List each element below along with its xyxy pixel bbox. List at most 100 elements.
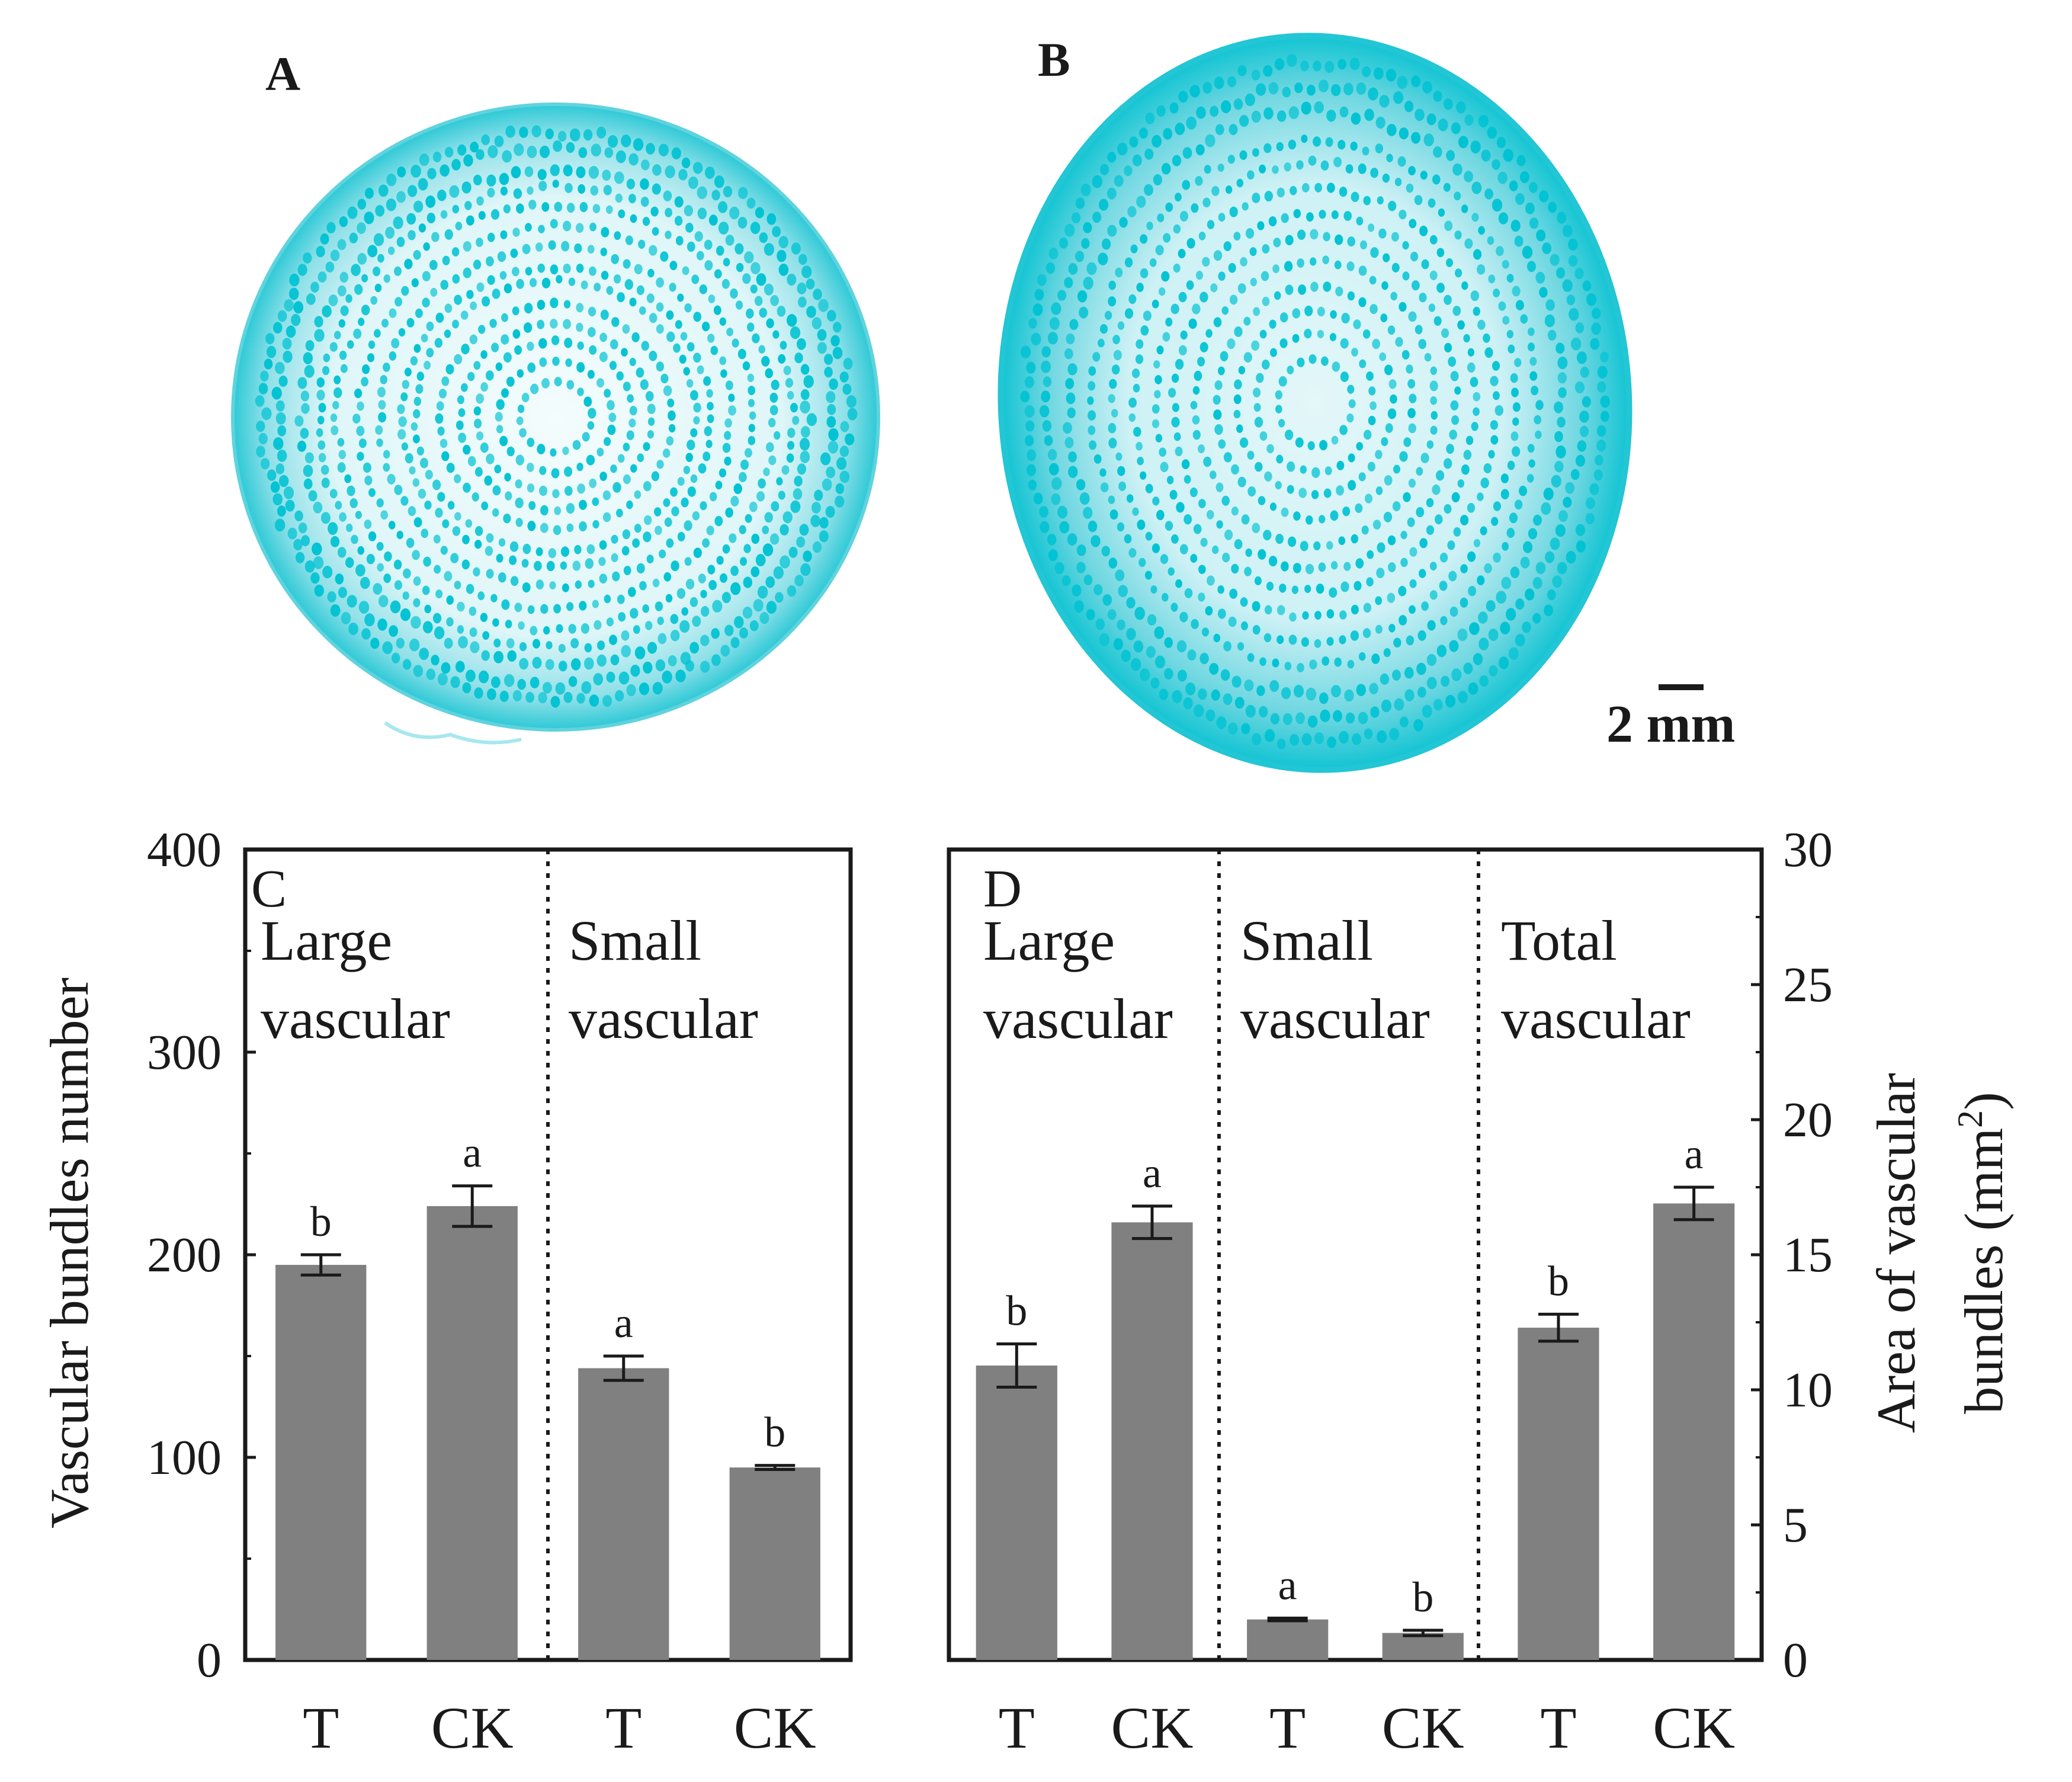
vascular-bundle-dot xyxy=(693,547,702,558)
vascular-bundle-dot xyxy=(423,242,430,251)
vascular-bundle-dot xyxy=(707,334,715,343)
vascular-bundle-dot xyxy=(423,556,431,567)
vascular-bundle-dot xyxy=(747,373,755,382)
vascular-bundle-dot xyxy=(786,453,794,463)
vascular-bundle-dot xyxy=(1165,202,1173,212)
vascular-bundle-dot xyxy=(708,294,716,303)
vascular-bundle-dot xyxy=(826,391,836,403)
vascular-bundle-dot xyxy=(1439,581,1448,591)
vascular-bundle-dot xyxy=(486,569,494,579)
vascular-bundle-dot xyxy=(578,184,586,194)
vascular-bundle-dot xyxy=(842,383,852,395)
vascular-bundle-dot xyxy=(534,560,542,571)
vascular-bundle-dot xyxy=(704,426,713,437)
vascular-bundle-dot xyxy=(611,317,620,327)
vascular-bundle-dot xyxy=(541,277,551,289)
vascular-bundle-dot xyxy=(1399,209,1407,220)
vascular-bundle-dot xyxy=(1351,348,1358,357)
vascular-bundle-dot xyxy=(716,245,724,256)
vascular-bundle-dot xyxy=(1305,563,1314,575)
vascular-bundle-dot xyxy=(799,524,809,536)
vascular-bundle-dot xyxy=(358,318,365,326)
vascular-bundle-dot xyxy=(446,617,454,627)
vascular-bundle-dot xyxy=(454,581,461,589)
vascular-bundle-dot xyxy=(1081,238,1090,249)
vascular-bundle-dot xyxy=(1407,408,1416,418)
vascular-bundle-dot xyxy=(1340,581,1349,592)
vascular-bundle-dot xyxy=(621,645,631,658)
vascular-bundle-dot xyxy=(623,443,630,451)
vascular-bundle-dot xyxy=(402,659,412,670)
vascular-bundle-dot xyxy=(1153,360,1160,369)
vascular-bundle-dot xyxy=(367,245,378,258)
vascular-bundle-dot xyxy=(412,550,420,560)
vascular-bundle-dot xyxy=(1138,557,1146,568)
vascular-bundle-dot xyxy=(574,544,582,555)
vascular-bundle-dot xyxy=(775,592,784,603)
vascular-bundle-dot xyxy=(814,489,823,501)
vascular-bundle-dot xyxy=(787,441,795,450)
vascular-bundle-dot xyxy=(506,446,515,457)
vascular-bundle-dot xyxy=(1238,366,1246,375)
vascular-bundle-dot xyxy=(1194,370,1202,382)
vascular-bundle-dot xyxy=(481,650,490,661)
vascular-bundle-dot xyxy=(1311,467,1320,478)
vascular-bundle-dot xyxy=(283,486,294,499)
vascular-bundle-dot xyxy=(594,620,602,630)
vascular-bundle-dot xyxy=(506,376,515,387)
vascular-bundle-dot xyxy=(381,319,389,328)
vascular-bundle-dot xyxy=(1274,58,1285,70)
vascular-bundle-dot xyxy=(1446,258,1453,267)
vascular-bundle-dot xyxy=(1212,545,1219,555)
vascular-bundle-dot xyxy=(1076,479,1086,491)
vascular-bundle-dot xyxy=(1140,668,1150,681)
vascular-bundle-dot xyxy=(1440,616,1448,626)
vascular-bundle-dot xyxy=(530,677,540,688)
vascular-bundle-dot xyxy=(650,206,659,217)
vascular-bundle-dot xyxy=(1444,458,1452,469)
vascular-bundle-dot xyxy=(1171,534,1179,544)
vascular-bundle-dot xyxy=(1152,134,1162,148)
vascular-bundle-dot xyxy=(1479,675,1489,687)
vascular-bundle-dot xyxy=(1213,395,1221,405)
vascular-bundle-dot xyxy=(687,342,695,352)
vascular-bundle-dot xyxy=(656,361,665,372)
vascular-bundle-dot xyxy=(454,294,462,305)
vascular-bundle-dot xyxy=(1088,520,1098,533)
vascular-bundle-dot xyxy=(781,465,790,475)
vascular-bundle-dot xyxy=(1213,250,1223,261)
vascular-bundle-dot xyxy=(604,147,613,158)
vascular-bundle-dot xyxy=(1419,569,1426,578)
vascular-bundle-dot xyxy=(1270,713,1280,725)
vascular-bundle-dot xyxy=(1186,238,1195,249)
vascular-bundle-dot xyxy=(588,306,596,317)
vascular-bundle-dot xyxy=(1426,440,1434,449)
vascular-bundle-dot xyxy=(515,454,524,466)
vascular-bundle-dot xyxy=(1300,541,1308,552)
vascular-bundle-dot xyxy=(1027,449,1037,461)
vascular-bundle-dot xyxy=(1383,511,1393,523)
vascular-bundle-dot xyxy=(614,231,621,240)
vascular-bundle-dot xyxy=(330,604,341,617)
vascular-bundle-dot xyxy=(378,400,386,410)
vascular-bundle-dot xyxy=(1308,354,1317,364)
vascular-bundle-dot xyxy=(1333,710,1342,722)
vascular-bundle-dot xyxy=(1377,542,1385,553)
vascular-bundle-dot xyxy=(451,247,460,257)
vascular-bundle-dot xyxy=(559,661,567,672)
vascular-bundle-dot xyxy=(1375,624,1383,634)
vascular-bundle-dot xyxy=(596,126,607,139)
vascular-bundle-dot xyxy=(283,350,293,363)
vascular-bundle-dot xyxy=(1358,297,1367,307)
vascular-bundle-dot xyxy=(525,223,532,232)
vascular-bundle-dot xyxy=(737,348,746,360)
vascular-bundle-dot xyxy=(1222,552,1230,563)
vascular-bundle-dot xyxy=(501,599,510,610)
vascular-bundle-dot xyxy=(474,540,482,549)
vascular-bundle-dot xyxy=(705,166,715,180)
vascular-bundle-dot xyxy=(501,388,509,398)
vascular-bundle-dot xyxy=(750,262,761,275)
vascular-bundle-dot xyxy=(532,656,542,669)
vascular-bundle-dot xyxy=(639,306,646,315)
vascular-bundle-dot xyxy=(1520,556,1530,569)
